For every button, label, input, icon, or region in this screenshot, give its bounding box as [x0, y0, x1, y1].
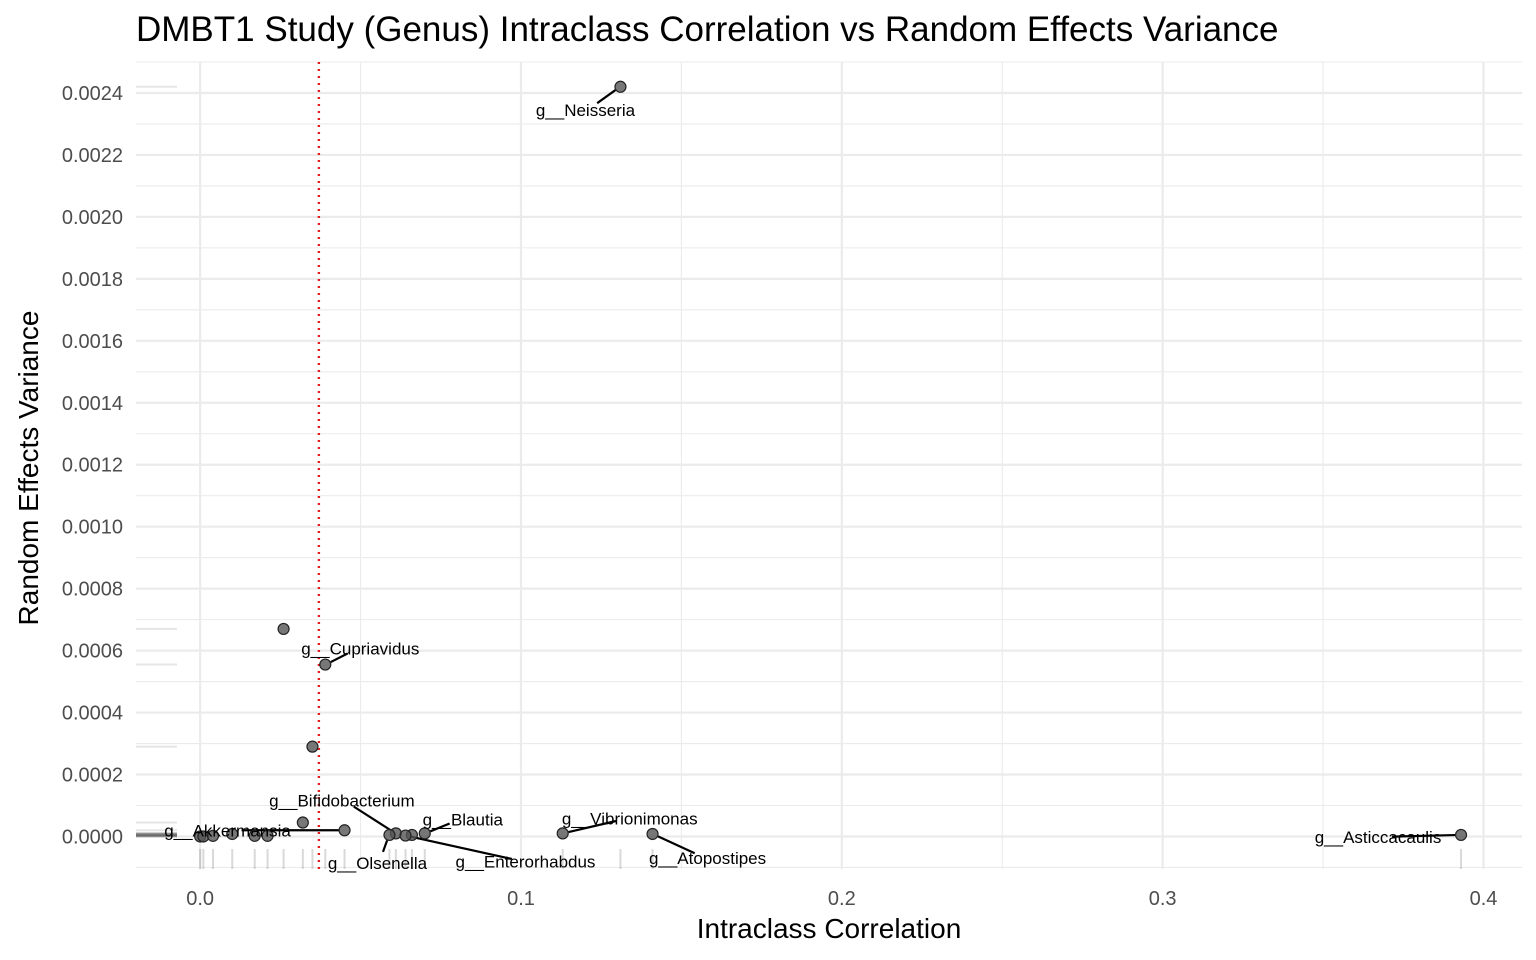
- scatter-point: [556, 827, 569, 840]
- scatter-point: [296, 816, 309, 829]
- label-leader: [657, 835, 696, 855]
- label-leader: [330, 652, 349, 664]
- label-leader: [1392, 833, 1456, 838]
- y-tick-label: 0.0014: [62, 393, 123, 415]
- scatter-point: [319, 658, 332, 671]
- point-label: g__Asticcacaulis: [1315, 828, 1442, 847]
- label-leader: [568, 819, 617, 834]
- point-label: g__Cupriavidus: [301, 640, 419, 659]
- scatter-point: [261, 829, 274, 842]
- label-leader: [381, 840, 389, 853]
- label-leader: [596, 89, 617, 105]
- y-tick-label: 0.0020: [62, 207, 123, 229]
- point-label: g__Blautia: [423, 810, 504, 829]
- point-label: g__Vibrionimonas: [562, 809, 698, 828]
- y-tick-label: 0.0016: [62, 331, 123, 353]
- scatter-point: [206, 829, 220, 842]
- label-leader: [411, 835, 513, 861]
- rug-layer: [136, 85, 1463, 869]
- scatter-point: [646, 827, 659, 841]
- scatter-point: [226, 827, 239, 841]
- leader-layer: [241, 89, 1456, 861]
- x-tick-label: 0.1: [507, 888, 535, 910]
- y-axis-title: Random Effects Variance: [13, 311, 44, 626]
- y-tick-label: 0.0006: [62, 641, 123, 663]
- y-tick-label: 0.0000: [62, 826, 123, 848]
- x-tick-labels: 0.0 0.1 0.2 0.3 0.4: [186, 888, 1497, 910]
- scatter-point: [277, 622, 290, 636]
- y-tick-label: 0.0008: [62, 579, 123, 601]
- scatter-point: [399, 829, 412, 842]
- scatter-point: [306, 740, 319, 753]
- point-label: g__Enterorhabdus: [456, 853, 596, 872]
- y-tick-label: 0.0018: [62, 269, 123, 291]
- label-layer: g__Neisseria g__Cupriavidus g__Akkermansia…: [164, 101, 1441, 873]
- y-tick-label: 0.0022: [62, 145, 123, 167]
- y-tick-labels: 0.0000 0.0002 0.0004 0.0006 0.0008 0.0010 0.00…: [62, 83, 123, 848]
- scatter-point: [418, 827, 431, 840]
- x-tick-label: 0.2: [828, 888, 856, 910]
- x-axis-title: Intraclass Correlation: [697, 913, 962, 944]
- scatter-point: [338, 824, 351, 837]
- grid-layer: [136, 61, 1522, 869]
- y-tick-label: 0.0004: [62, 703, 123, 725]
- scatter-point: [614, 80, 627, 93]
- scatter-point: [383, 828, 396, 842]
- x-tick-label: 0.4: [1470, 888, 1498, 910]
- point-label: g__Neisseria: [536, 101, 636, 120]
- x-tick-label: 0.0: [186, 888, 214, 910]
- label-leader: [353, 805, 392, 832]
- y-tick-label: 0.0010: [62, 517, 123, 539]
- scatter-point: [248, 829, 261, 842]
- scatter-point: [1454, 828, 1468, 842]
- point-layer: [194, 80, 1468, 843]
- y-tick-label: 0.0002: [62, 765, 123, 787]
- y-tick-label: 0.0012: [62, 455, 123, 477]
- y-tick-label: 0.0024: [62, 83, 123, 105]
- point-label: g__Bifidobacterium: [269, 791, 415, 810]
- point-label: g__Olsenella: [328, 854, 428, 873]
- x-tick-label: 0.3: [1149, 888, 1177, 910]
- label-leader: [429, 822, 451, 833]
- point-label: g__Atopostipes: [649, 849, 766, 868]
- chart-title: DMBT1 Study (Genus) Intraclass Correlati…: [136, 10, 1279, 49]
- point-label: g__Akkermansia: [164, 821, 291, 840]
